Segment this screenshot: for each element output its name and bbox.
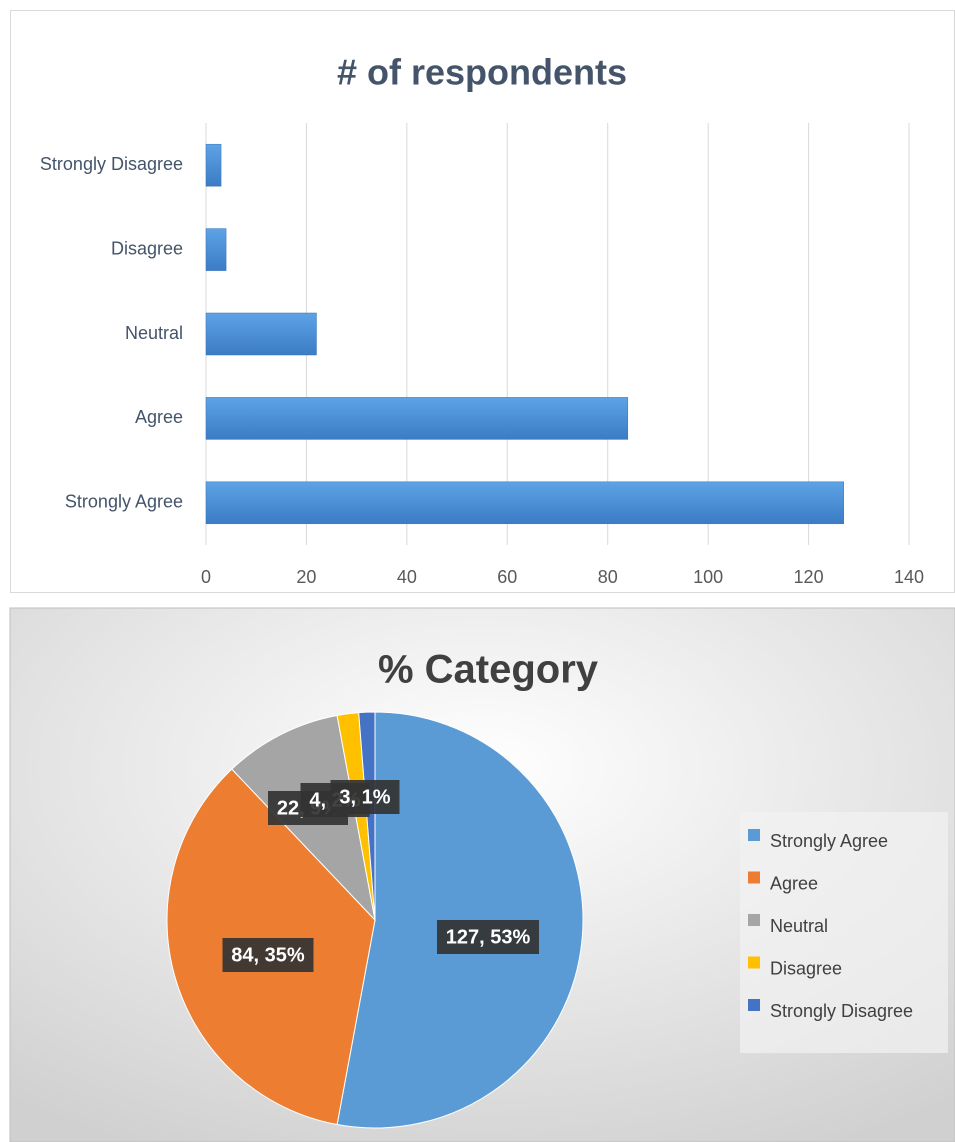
data-label: 127, 53% — [446, 926, 531, 948]
y-tick-label: Agree — [135, 407, 183, 427]
legend-label: Strongly Disagree — [770, 1001, 913, 1021]
data-label: 84, 35% — [231, 944, 305, 966]
bar — [205, 397, 629, 440]
legend-swatch — [748, 829, 760, 841]
legend-label: Neutral — [770, 916, 828, 936]
x-tick-label: 100 — [693, 567, 723, 587]
bar — [205, 312, 317, 356]
legend-label: Strongly Agree — [770, 831, 888, 851]
legend-swatch — [748, 871, 760, 884]
legend-swatch — [748, 999, 760, 1011]
legend-label: Agree — [770, 873, 818, 893]
x-tick-label: 40 — [397, 567, 417, 587]
data-label-box — [330, 780, 400, 814]
chart-title: # of respondents — [337, 52, 627, 93]
x-tick-label: 20 — [296, 567, 316, 587]
bar — [205, 143, 222, 187]
legend-swatch — [748, 956, 760, 969]
x-tick-label: 80 — [598, 567, 618, 587]
data-label-box — [437, 920, 539, 954]
y-tick-label: Strongly Agree — [65, 492, 183, 512]
x-tick-label: 140 — [894, 567, 924, 587]
x-tick-label: 60 — [497, 567, 517, 587]
chart-title: % Category — [378, 648, 599, 692]
data-label-box — [222, 938, 314, 972]
y-tick-label: Neutral — [125, 323, 183, 343]
legend-label: Disagree — [770, 958, 842, 978]
bar — [205, 481, 844, 525]
legend-swatch — [748, 914, 760, 926]
legend-box — [740, 812, 948, 1053]
x-tick-label: 120 — [794, 567, 824, 587]
data-label: 3, 1% — [339, 786, 390, 808]
x-tick-label: 0 — [201, 567, 211, 587]
y-tick-label: Disagree — [111, 238, 183, 258]
y-tick-label: Strongly Disagree — [40, 154, 183, 174]
pie-slice — [336, 711, 584, 1129]
bar — [205, 228, 227, 271]
